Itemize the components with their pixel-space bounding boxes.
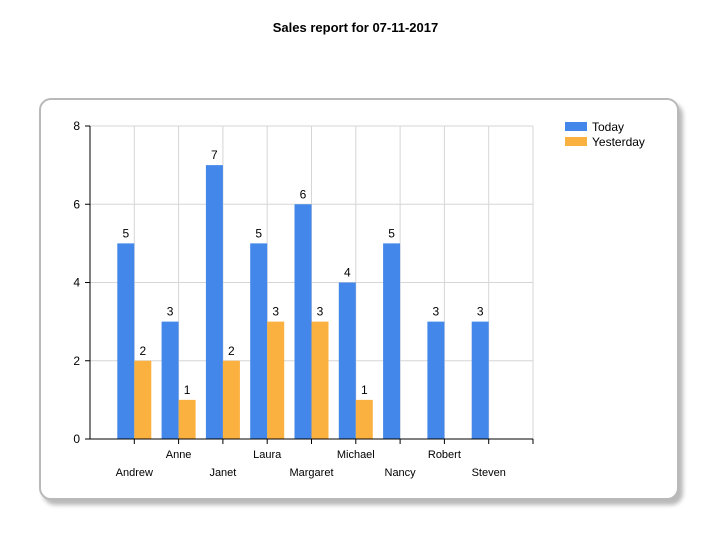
y-tick-label: 4 <box>73 276 80 290</box>
data-label: 5 <box>388 226 395 240</box>
legend: Today Yesterday <box>565 119 645 149</box>
bar-today <box>161 321 179 439</box>
chart-title: Sales report for 07-11-2017 <box>272 20 439 35</box>
bar-yesterday <box>134 360 152 439</box>
y-tick-label: 2 <box>73 354 80 368</box>
y-tick-label: 8 <box>73 119 80 133</box>
data-label: 1 <box>184 383 191 397</box>
legend-item-today: Today <box>565 119 645 134</box>
bar-today <box>117 243 135 439</box>
bar-today <box>294 204 312 439</box>
bar-today <box>338 282 356 439</box>
y-tick-label: 0 <box>73 432 80 446</box>
x-category-label: Anne <box>166 449 192 461</box>
y-tick-label: 6 <box>73 197 80 211</box>
x-category-label: Janet <box>209 467 236 479</box>
data-label: 5 <box>122 226 129 240</box>
bar-yesterday <box>355 399 373 439</box>
x-category-label: Nancy <box>385 467 417 479</box>
legend-swatch-today <box>565 122 587 131</box>
data-label: 3 <box>477 305 484 319</box>
bar-yesterday <box>222 360 240 439</box>
data-label: 3 <box>272 305 279 319</box>
data-label: 6 <box>300 187 307 201</box>
data-label: 7 <box>211 148 218 162</box>
data-label: 2 <box>139 344 146 358</box>
x-category-label: Andrew <box>116 467 153 479</box>
bar-yesterday <box>311 321 329 439</box>
data-label: 3 <box>167 305 174 319</box>
x-category-label: Laura <box>253 449 282 461</box>
data-label: 1 <box>361 383 368 397</box>
x-category-label: Robert <box>428 449 461 461</box>
data-label: 3 <box>317 305 324 319</box>
x-category-label: Steven <box>472 467 506 479</box>
data-label: 5 <box>255 226 262 240</box>
bar-today <box>383 243 401 439</box>
legend-label-today: Today <box>592 119 625 134</box>
bar-today <box>471 321 489 439</box>
bar-today <box>427 321 445 439</box>
legend-swatch-yesterday <box>565 137 587 146</box>
x-category-label: Margaret <box>289 467 333 479</box>
bar-yesterday <box>267 321 285 439</box>
bar-today <box>205 165 223 439</box>
bar-yesterday <box>178 399 196 439</box>
data-label: 3 <box>433 305 440 319</box>
x-category-label: Michael <box>337 449 375 461</box>
bar-today <box>250 243 268 439</box>
legend-item-yesterday: Yesterday <box>565 134 645 149</box>
data-label: 2 <box>228 344 235 358</box>
data-label: 4 <box>344 266 351 280</box>
legend-label-yesterday: Yesterday <box>592 134 645 149</box>
